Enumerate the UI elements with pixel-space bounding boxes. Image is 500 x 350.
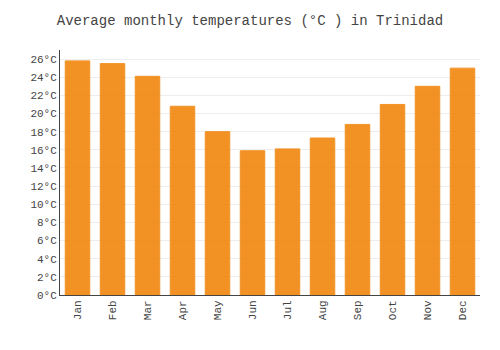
svg-text:6°C: 6°C	[37, 235, 57, 247]
svg-text:Sep: Sep	[352, 300, 364, 320]
svg-text:4°C: 4°C	[37, 254, 57, 266]
svg-text:14°C: 14°C	[30, 163, 57, 175]
svg-text:Jan: Jan	[72, 300, 84, 320]
svg-text:20°C: 20°C	[30, 108, 57, 120]
svg-text:24°C: 24°C	[30, 72, 57, 84]
svg-text:Feb: Feb	[107, 300, 119, 320]
svg-text:12°C: 12°C	[30, 181, 57, 193]
svg-text:18°C: 18°C	[30, 127, 57, 139]
svg-text:26°C: 26°C	[30, 54, 57, 66]
svg-text:22°C: 22°C	[30, 90, 57, 102]
svg-text:2°C: 2°C	[37, 272, 57, 284]
svg-text:16°C: 16°C	[30, 145, 57, 157]
svg-text:May: May	[212, 300, 224, 320]
svg-text:0°C: 0°C	[37, 290, 57, 302]
svg-text:Average monthly temperatures (: Average monthly temperatures (°C ) in Tr…	[57, 13, 443, 29]
svg-text:Dec: Dec	[457, 300, 469, 320]
svg-text:Aug: Aug	[317, 300, 329, 320]
svg-text:Jun: Jun	[247, 300, 259, 320]
svg-text:Mar: Mar	[142, 300, 154, 320]
svg-text:Apr: Apr	[177, 300, 189, 320]
svg-text:Nov: Nov	[422, 300, 434, 320]
svg-text:10°C: 10°C	[30, 199, 57, 211]
svg-text:Oct: Oct	[387, 300, 399, 320]
svg-text:Jul: Jul	[282, 300, 294, 320]
svg-text:8°C: 8°C	[37, 217, 57, 229]
